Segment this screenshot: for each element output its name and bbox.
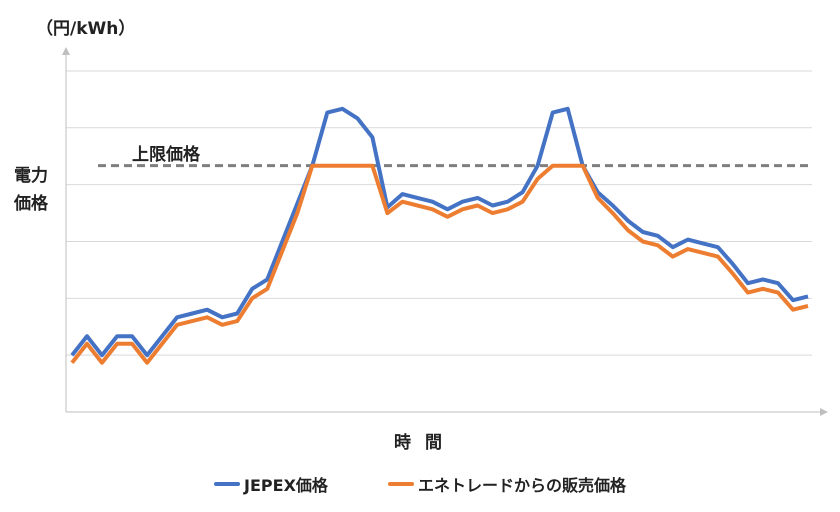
legend-label-sales: エネトレードからの販売価格 [417,476,626,495]
x-axis-arrow [820,408,828,416]
x-axis-label: 時 間 [394,433,446,453]
gridlines [66,70,812,356]
y-axis-label: 電力価格 [14,166,48,214]
unit-label: （円/kWh） [36,19,136,39]
legend-swatch-jepex [214,482,241,486]
legend-item-jepex: JEPEX価格 [214,472,328,496]
legend: JEPEX価格 エネトレードからの販売価格 [0,472,840,496]
legend-swatch-sales [387,482,414,486]
series-lines [70,106,809,365]
upper-limit-label: 上限価格 [132,145,200,165]
series-line-sales [70,163,809,365]
series-line-jepex [70,106,809,358]
legend-label-jepex: JEPEX価格 [244,476,328,495]
legend-item-sales: エネトレードからの販売価格 [387,472,626,496]
y-axis-arrow [62,47,70,55]
